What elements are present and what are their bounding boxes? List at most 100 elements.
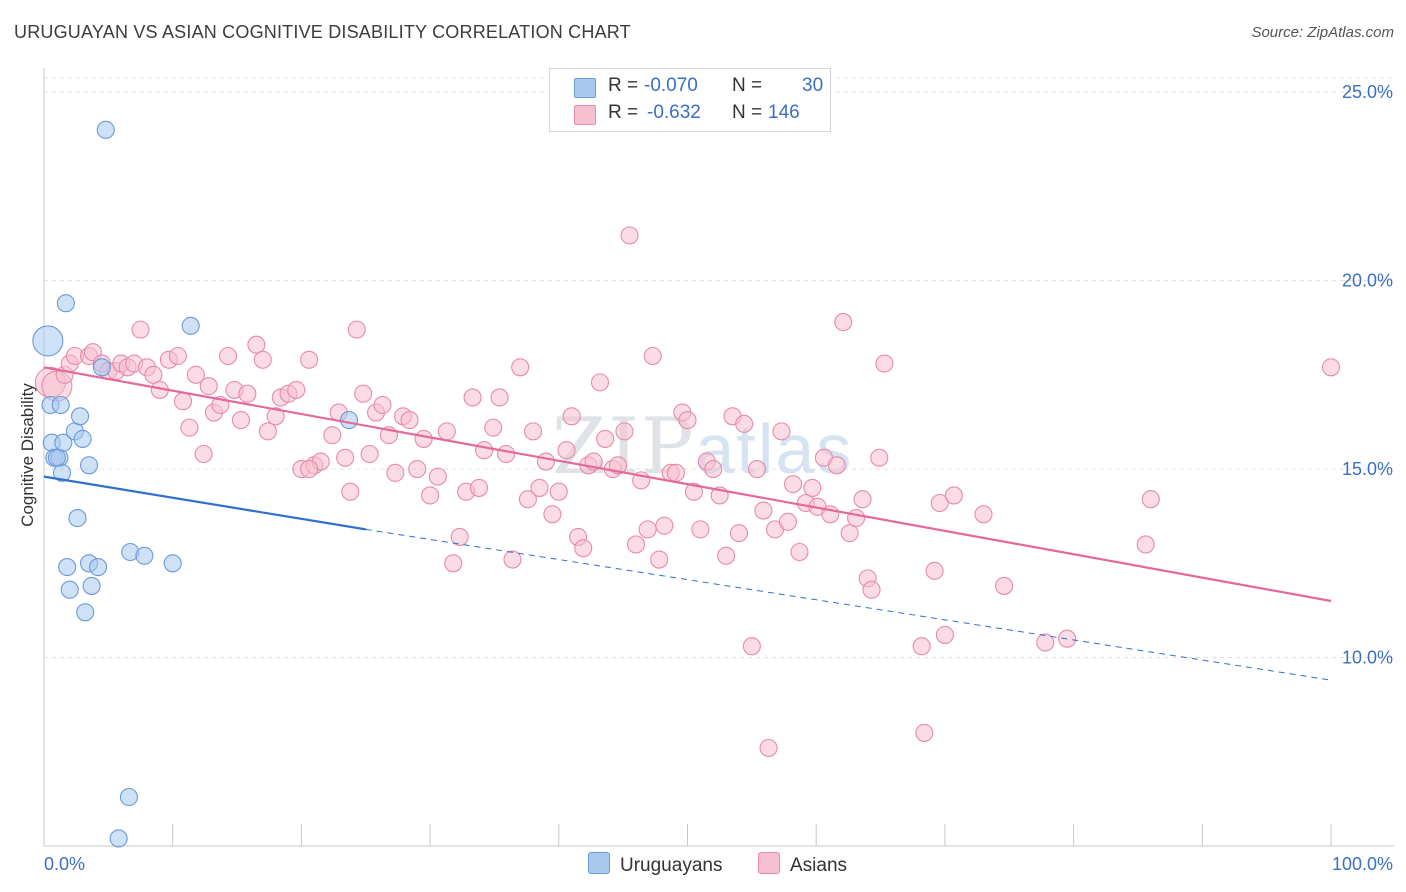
asian-point — [778, 512, 797, 531]
asian-point — [643, 346, 662, 366]
asian-point — [186, 365, 205, 384]
asian-point — [590, 373, 610, 392]
asian-point — [247, 335, 266, 354]
y-tick-label: 15.0% — [1342, 459, 1393, 479]
asian-point — [759, 738, 778, 758]
asian-point — [469, 478, 489, 497]
asian-point — [747, 460, 767, 479]
asians-r-value: -0.632 — [647, 102, 701, 123]
uruguayan-point — [92, 358, 111, 377]
asian-point — [518, 490, 537, 509]
asian-point — [484, 418, 503, 437]
uruguayan-point — [76, 603, 95, 622]
asian-point — [511, 358, 530, 377]
uruguayan-point — [339, 411, 359, 430]
asian-point — [408, 460, 427, 479]
asian-point — [437, 422, 456, 441]
asian-point — [790, 542, 809, 562]
asian-point — [336, 448, 355, 467]
asian-point — [354, 384, 373, 403]
uruguayans-r-label: R = — [608, 75, 639, 96]
x-tick-label: 0.0% — [44, 854, 85, 874]
asians-r-label: R = — [608, 102, 639, 123]
uruguayan-point — [109, 829, 128, 848]
asian-point — [536, 452, 555, 471]
asian-point — [287, 380, 306, 399]
correlation-legend: R = -0.070 N = 30 R = -0.632 N = 146 — [549, 68, 831, 132]
asian-point — [912, 637, 931, 656]
asian-point — [238, 384, 257, 403]
asians-n-value: 146 — [768, 102, 800, 123]
asian-point — [717, 546, 736, 565]
uruguayan-point — [58, 558, 77, 577]
asian-point — [1136, 535, 1155, 554]
uruguayan-point — [51, 395, 70, 415]
asian-point — [347, 320, 366, 339]
uruguayan-trend-line-extension — [365, 528, 1332, 681]
asian-point — [735, 414, 754, 433]
bottom-asians-swatch — [758, 852, 780, 874]
asian-point — [218, 346, 238, 366]
y-tick-label: 10.0% — [1342, 648, 1393, 668]
asian-point — [490, 388, 509, 407]
asian-point — [666, 463, 685, 482]
asian-point — [847, 509, 866, 528]
source-label: Source: ZipAtlas.com — [1251, 24, 1394, 41]
asians-swatch — [574, 105, 596, 125]
uruguayan-point — [56, 294, 75, 313]
asian-point — [173, 392, 193, 411]
asian-point — [995, 576, 1014, 595]
asian-point — [444, 554, 463, 573]
uruguayan-point — [60, 580, 79, 599]
asian-point — [870, 448, 889, 467]
asian-point — [1141, 490, 1160, 509]
asian-point — [1036, 633, 1055, 652]
asian-point — [574, 539, 593, 558]
chart-title: URUGUAYAN VS ASIAN COGNITIVE DISABILITY … — [14, 22, 631, 42]
asian-point — [131, 320, 150, 339]
asian-point — [754, 501, 773, 520]
asian-point — [231, 411, 250, 430]
asian-point — [691, 520, 710, 539]
asian-point — [266, 407, 285, 426]
asian-point — [783, 475, 803, 494]
x-tick-label: 100.0% — [1332, 854, 1393, 874]
asian-point — [144, 365, 163, 384]
asian-point — [421, 486, 440, 505]
asian-point — [373, 395, 392, 415]
bottom-legend-asians: Asians — [758, 852, 847, 877]
asian-point — [620, 226, 639, 245]
uruguayan-point — [70, 407, 90, 426]
y-tick-label: 20.0% — [1342, 271, 1393, 291]
asian-point — [944, 486, 963, 505]
asian-point — [935, 625, 954, 644]
bottom-asians-label: Asians — [790, 855, 848, 876]
uruguayan-point — [54, 433, 73, 452]
asian-point — [655, 516, 674, 535]
asian-point — [414, 429, 433, 448]
uruguayan-point — [135, 546, 154, 565]
uruguayan-point — [82, 576, 101, 595]
asian-point — [827, 456, 846, 475]
asian-point — [341, 482, 360, 501]
y-tick-label: 25.0% — [1342, 82, 1393, 102]
uruguayan-point — [79, 456, 99, 475]
asian-point — [463, 388, 482, 407]
asian-point — [180, 418, 199, 437]
asian-point — [875, 354, 894, 373]
asian-point — [450, 527, 469, 546]
uruguayan-point — [32, 325, 64, 357]
asian-point — [300, 350, 319, 369]
asian-point — [323, 426, 342, 445]
asian-point — [530, 478, 549, 497]
asian-point — [543, 505, 562, 524]
uruguayans-swatch — [574, 78, 596, 98]
asian-point — [300, 460, 319, 479]
uruguayan-point — [119, 787, 138, 807]
asian-point — [729, 524, 749, 543]
asian-point — [386, 463, 405, 482]
bottom-legend-uruguayans: Uruguayans — [588, 852, 722, 877]
uruguayan-point — [163, 554, 182, 573]
asian-point — [360, 444, 379, 464]
